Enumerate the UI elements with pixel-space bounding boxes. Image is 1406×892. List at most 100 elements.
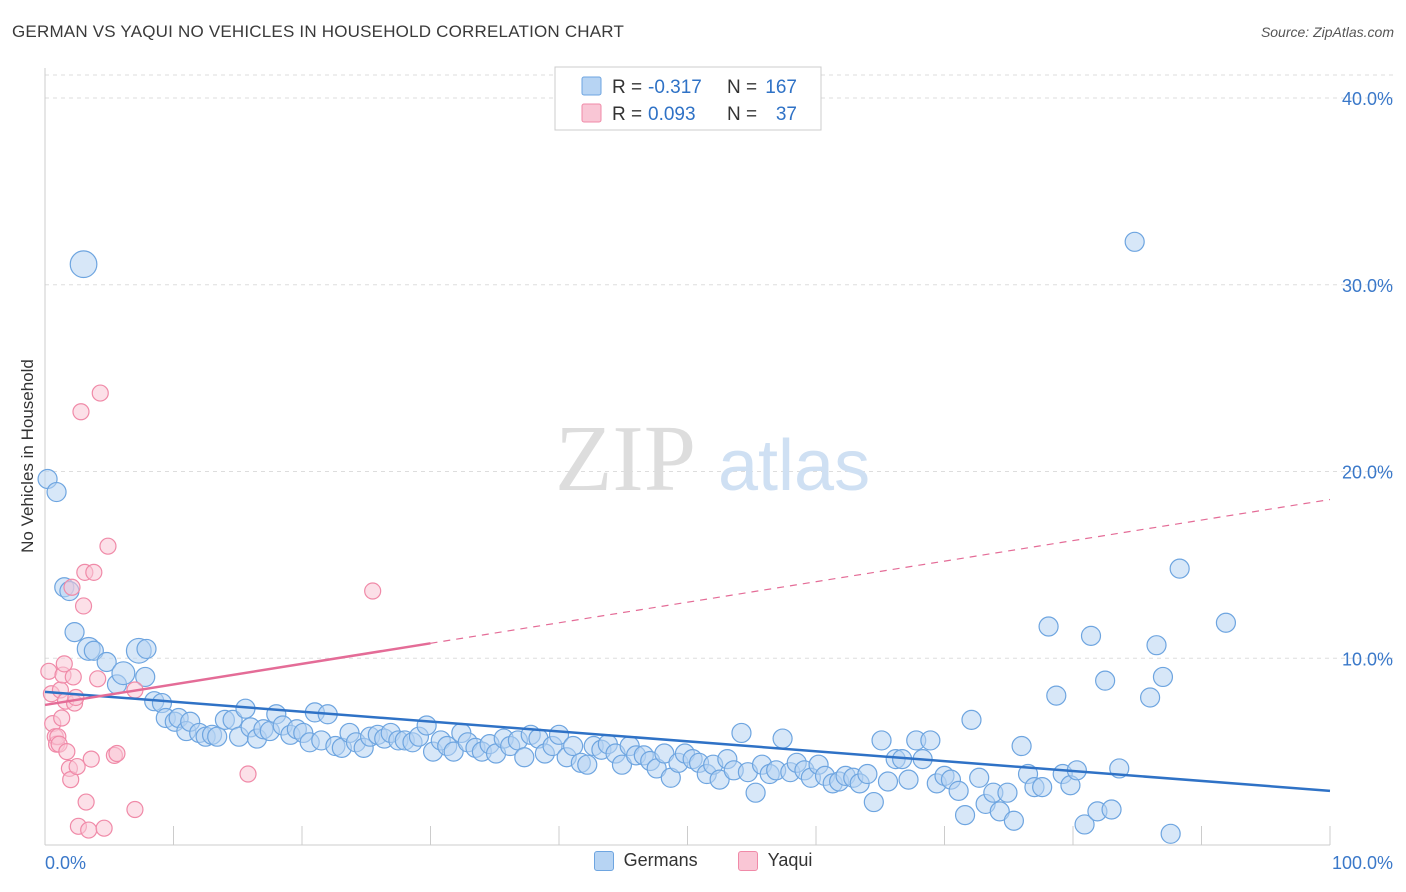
point-yaqui [239, 765, 257, 783]
point-germans [954, 805, 976, 826]
point-germans [877, 771, 899, 792]
point-germans [111, 661, 136, 686]
stats-legend: R = -0.317 N = 167 R = 0.093 N = 37 [554, 66, 822, 131]
legend-swatch-yaqui [737, 850, 758, 871]
point-germans [207, 726, 228, 747]
point-yaqui [77, 793, 95, 811]
y-tick-label: 10.0% [1342, 649, 1393, 669]
point-germans [611, 754, 633, 775]
watermark-atlas: atlas [718, 426, 870, 506]
stats-n-value: 167 [765, 77, 797, 98]
point-yaqui [126, 800, 144, 819]
axis-layer: 10.0% 20.0% 30.0% 40.0% 0.0% 100.0% [44, 68, 1393, 873]
point-germans [1124, 231, 1145, 252]
stats-n-value: 37 [776, 104, 797, 125]
point-germans [135, 666, 156, 688]
point-germans [563, 735, 584, 757]
point-germans [1032, 777, 1053, 798]
point-germans [772, 728, 793, 749]
point-germans [1095, 670, 1116, 691]
y-axis-label-group: No Vehicles in Household [18, 359, 37, 553]
points-layer [37, 231, 1237, 844]
point-germans [654, 743, 675, 764]
point-germans [989, 801, 1010, 822]
stats-swatch-germans [581, 76, 602, 96]
point-germans [1139, 687, 1161, 708]
point-germans [920, 730, 941, 751]
point-yaqui [68, 757, 86, 776]
point-yaqui [85, 563, 103, 581]
stats-n-label: N = [727, 77, 757, 98]
point-germans [1101, 799, 1122, 820]
point-yaqui [55, 655, 73, 673]
point-germans [871, 730, 892, 751]
series-legend: Germans Yaqui [0, 850, 1406, 871]
point-yaqui [95, 819, 113, 837]
point-germans [1080, 625, 1102, 646]
point-germans [1160, 823, 1181, 844]
legend-item-germans: Germans [593, 850, 698, 871]
point-yaqui [63, 578, 81, 596]
trend-line-yaqui-solid [44, 642, 431, 707]
point-germans [1046, 685, 1067, 706]
point-germans [577, 754, 598, 775]
point-germans [709, 769, 730, 790]
point-germans [1152, 666, 1174, 688]
point-yaqui [74, 597, 93, 615]
point-germans [857, 763, 878, 785]
point-yaqui [82, 750, 100, 768]
point-germans [948, 780, 969, 801]
point-yaqui [64, 668, 82, 686]
point-germans [731, 722, 752, 744]
point-germans [136, 638, 157, 660]
point-germans [1011, 735, 1032, 757]
stats-r-value: 0.093 [648, 104, 696, 125]
stats-n-label: N = [727, 104, 757, 125]
point-germans [969, 767, 990, 788]
trend-layer [44, 498, 1331, 793]
point-yaqui [89, 670, 107, 688]
legend-swatch-germans [593, 850, 614, 871]
point-germans [443, 741, 464, 762]
y-tick-label: 40.0% [1342, 89, 1393, 109]
point-yaqui [80, 821, 98, 839]
point-germans [46, 481, 67, 503]
point-yaqui [91, 384, 109, 402]
point-yaqui [108, 744, 126, 763]
legend-label-germans: Germans [623, 850, 698, 870]
chart-title: GERMAN VS YAQUI NO VEHICLES IN HOUSEHOLD… [12, 22, 625, 41]
point-germans [1074, 814, 1095, 835]
legend-item-yaqui: Yaqui [737, 850, 813, 871]
trend-line-germans [44, 690, 1331, 793]
stats-swatch-yaqui [581, 103, 602, 123]
point-germans [1215, 612, 1237, 633]
x-tick-label: 0.0% [45, 853, 86, 873]
trend-line-yaqui-dashed [430, 498, 1331, 644]
y-axis-label: No Vehicles in Household [18, 359, 37, 553]
point-yaqui [72, 403, 90, 421]
stats-r-label: R = [612, 104, 642, 125]
point-yaqui [53, 709, 71, 727]
point-yaqui [99, 537, 117, 555]
point-germans [1169, 558, 1190, 579]
point-germans [1146, 635, 1167, 656]
stats-r-label: R = [612, 77, 642, 98]
point-germans [997, 782, 1018, 803]
stats-r-value: -0.317 [648, 77, 702, 98]
point-germans [83, 640, 104, 661]
point-germans [898, 769, 919, 790]
point-germans [96, 651, 117, 673]
point-yaqui [364, 582, 382, 600]
chart-source: Source: ZipAtlas.com [1260, 24, 1394, 40]
point-germans [961, 709, 982, 730]
point-germans [514, 747, 535, 768]
legend-label-yaqui: Yaqui [767, 850, 813, 870]
point-yaqui [40, 662, 58, 680]
point-germans [69, 250, 98, 279]
y-tick-label: 20.0% [1342, 463, 1393, 483]
y-tick-label: 30.0% [1342, 276, 1393, 296]
grid-layer [45, 74, 1395, 659]
point-germans [745, 782, 766, 803]
point-yaqui [67, 688, 85, 707]
